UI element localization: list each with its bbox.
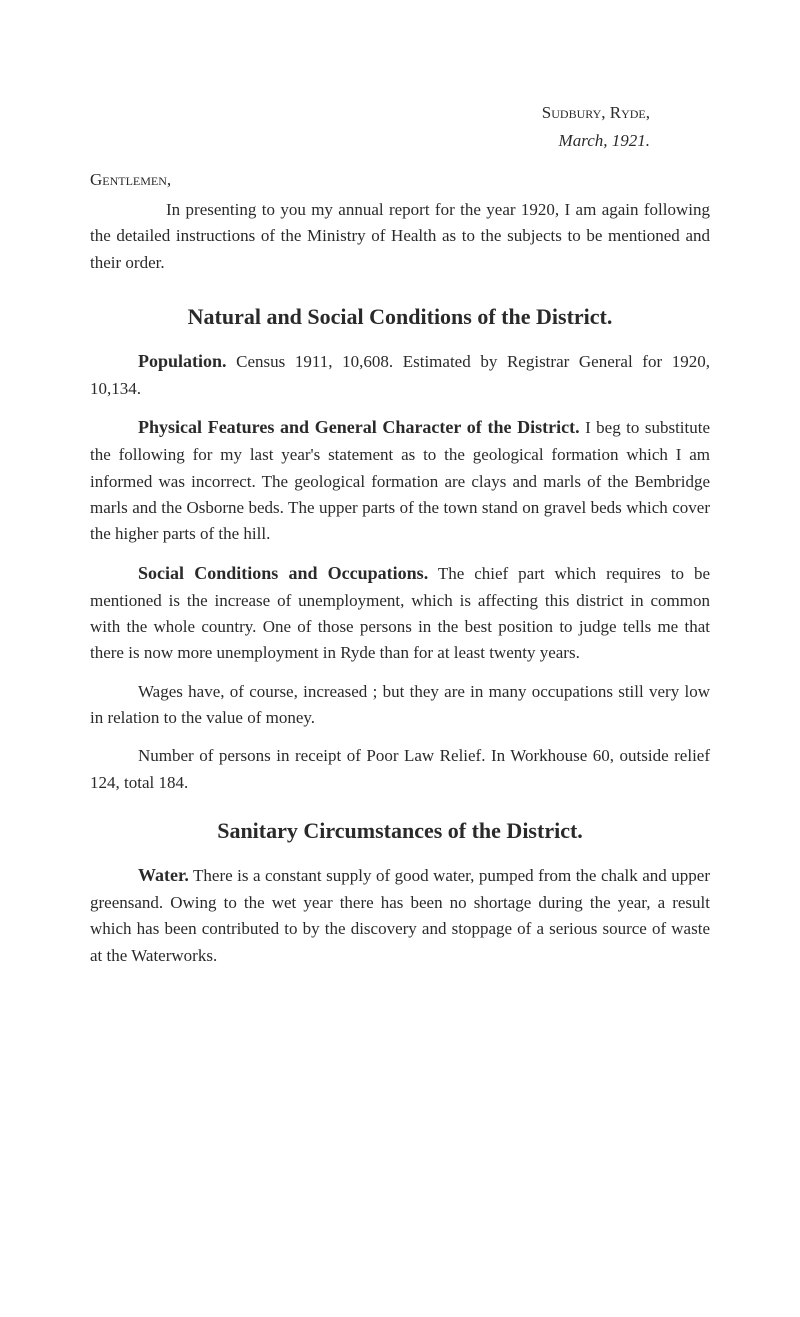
social-label: Social Conditions and Occupations. [138, 563, 428, 583]
water-label: Water. [138, 865, 189, 885]
salutation: Gentlemen, [90, 167, 710, 193]
header-date: March, 1921. [90, 128, 710, 154]
physical-label: Physical Features and General Character … [138, 417, 580, 437]
physical-paragraph: Physical Features and General Character … [90, 414, 710, 547]
social-paragraph: Social Conditions and Occupations. The c… [90, 560, 710, 667]
intro-paragraph: In presenting to you my annual report fo… [90, 197, 710, 276]
section-heading-natural: Natural and Social Conditions of the Dis… [90, 300, 710, 334]
wages-paragraph: Wages have, of course, increased ; but t… [90, 679, 710, 732]
header-location: Sudbury, Ryde, [90, 100, 710, 126]
population-paragraph: Population. Census 1911, 10,608. Estimat… [90, 348, 710, 402]
population-label: Population. [138, 351, 227, 371]
relief-paragraph: Number of persons in receipt of Poor Law… [90, 743, 710, 796]
water-paragraph: Water. There is a constant supply of goo… [90, 862, 710, 969]
section-heading-sanitary: Sanitary Circumstances of the District. [90, 814, 710, 848]
